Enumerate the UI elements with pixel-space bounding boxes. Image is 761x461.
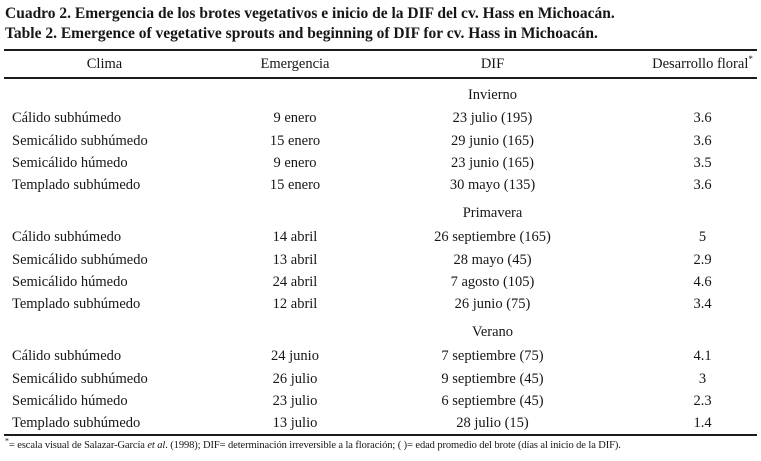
header-footnote-marker: *	[748, 53, 753, 64]
season-spacer-cell	[4, 316, 205, 346]
cell-emergencia: 15 enero	[269, 132, 321, 149]
footnote-text-2: . (1998); DIF= determinación irreversibl…	[165, 440, 621, 452]
cell-desarrollo-floral: 4.6	[693, 274, 712, 291]
column-header-emergencia: Emergencia	[205, 50, 385, 79]
footnote: *= escala visual de Salazar-García et al…	[5, 436, 757, 453]
cell-desarrollo-floral: 3.4	[693, 296, 712, 313]
cell-clima: Semicálido subhúmedo	[12, 370, 148, 387]
table-title-en: Table 2. Emergence of vegetative sprouts…	[5, 25, 598, 42]
cell-emergencia: 15 enero	[269, 177, 321, 194]
table-row: Semicálido subhúmedo 26 julio 9 septiembre…	[4, 368, 757, 390]
footnote-citation-italic: et al	[147, 440, 166, 452]
cell-dif: 7 agosto (105)	[450, 274, 535, 291]
cell-clima: Semicálido subhúmedo	[12, 132, 148, 149]
table-row: Semicálido subhúmedo 15 enero 29 junio (16…	[4, 130, 757, 152]
season-label: Invierno	[467, 86, 518, 103]
cell-dif: 9 septiembre (45)	[441, 370, 544, 387]
table-row: Semicálido húmedo 9 enero 23 junio (165) 3.…	[4, 152, 757, 174]
table-row: Cálido subhúmedo 24 junio 7 septiembre (75…	[4, 346, 757, 368]
cell-clima: Semicálido subhúmedo	[12, 251, 148, 268]
season-spacer-cell	[600, 316, 757, 346]
cell-clima: Cálido subhúmedo	[12, 110, 122, 127]
cell-dif: 29 junio (165)	[451, 132, 534, 149]
cell-emergencia: 13 abril	[272, 251, 318, 268]
cell-desarrollo-floral: 5	[698, 229, 707, 246]
cell-clima: Templado subhúmedo	[12, 414, 141, 431]
cell-desarrollo-floral: 3	[698, 370, 707, 387]
season-spacer-cell	[205, 78, 385, 108]
season-spacer-cell	[600, 78, 757, 108]
table-header: Clima Emergencia DIF Desarrollo floral*	[4, 50, 757, 79]
table-title-es: Cuadro 2. Emergencia de los brotes veget…	[5, 5, 615, 22]
column-header-label: Desarrollo floral	[652, 55, 749, 72]
footnote-marker: *	[5, 436, 9, 446]
cell-dif: 28 mayo (45)	[453, 251, 532, 268]
table-row: Templado subhúmedo 12 abril 26 junio (75) 3…	[4, 294, 757, 316]
season-spacer-cell	[4, 197, 205, 227]
cell-dif: 26 junio (75)	[454, 296, 531, 313]
cell-desarrollo-floral: 3.6	[693, 110, 712, 127]
cell-emergencia: 9 enero	[273, 110, 317, 127]
cell-desarrollo-floral: 3.6	[693, 132, 712, 149]
cell-emergencia: 24 junio	[271, 348, 319, 365]
column-header-clima: Clima	[4, 50, 205, 79]
cell-clima: Templado subhúmedo	[12, 296, 141, 313]
footnote-text-1: = escala visual de Salazar-García	[8, 440, 148, 452]
cell-emergencia: 26 julio	[272, 370, 318, 387]
cell-clima: Templado subhúmedo	[12, 177, 141, 194]
table-caption: Cuadro 2. Emergencia de los brotes veget…	[0, 0, 761, 44]
cell-desarrollo-floral: 2.9	[693, 251, 712, 268]
table-row: Cálido subhúmedo 9 enero 23 julio (195) 3.6	[4, 108, 757, 130]
cell-clima: Semicálido húmedo	[12, 154, 128, 171]
cell-emergencia: 9 enero	[273, 154, 317, 171]
cell-desarrollo-floral: 3.6	[693, 177, 712, 194]
cell-dif: 23 julio (195)	[452, 110, 533, 127]
season-spacer-cell	[205, 316, 385, 346]
season-row-invierno: Invierno	[4, 78, 757, 108]
column-header-dif: DIF	[385, 50, 600, 79]
season-spacer-cell	[600, 197, 757, 227]
table-body: Invierno Cálido subhúmedo 9 enero 23 julio …	[4, 78, 757, 435]
column-header-desarrollo-floral: Desarrollo floral*	[600, 50, 757, 79]
cell-emergencia: 12 abril	[272, 296, 318, 313]
cell-clima: Semicálido húmedo	[12, 274, 128, 291]
cell-dif: 30 mayo (135)	[449, 177, 536, 194]
table-row: Semicálido húmedo 24 abril 7 agosto (105) 4…	[4, 271, 757, 293]
cell-dif: 7 septiembre (75)	[441, 348, 544, 365]
table-row: Cálido subhúmedo 14 abril 26 septiembre (1…	[4, 227, 757, 249]
cell-emergencia: 13 julio	[272, 414, 318, 431]
cell-clima: Cálido subhúmedo	[12, 229, 122, 246]
table-row: Templado subhúmedo 15 enero 30 mayo (135) 3…	[4, 175, 757, 197]
data-table: Clima Emergencia DIF Desarrollo floral* …	[4, 49, 757, 437]
table-row: Semicálido húmedo 23 julio 6 septiembre (4…	[4, 390, 757, 412]
cell-emergencia: 23 julio	[272, 393, 318, 410]
cell-desarrollo-floral: 3.5	[693, 154, 712, 171]
season-row-verano: Verano	[4, 316, 757, 346]
cell-desarrollo-floral: 2.3	[693, 393, 712, 410]
season-row-primavera: Primavera	[4, 197, 757, 227]
cell-clima: Cálido subhúmedo	[12, 348, 122, 365]
season-spacer-cell	[4, 78, 205, 108]
cell-emergencia: 24 abril	[272, 274, 318, 291]
header-row: Clima Emergencia DIF Desarrollo floral*	[4, 50, 757, 79]
cell-emergencia: 14 abril	[272, 229, 318, 246]
season-spacer-cell	[205, 197, 385, 227]
season-label: Primavera	[462, 205, 523, 222]
cell-dif: 26 septiembre (165)	[434, 229, 551, 246]
table-row: Templado subhúmedo 13 julio 28 julio (15) 1…	[4, 413, 757, 435]
cell-dif: 6 septiembre (45)	[441, 393, 544, 410]
table-row: Semicálido subhúmedo 13 abril 28 mayo (45)…	[4, 249, 757, 271]
cell-dif: 23 junio (165)	[451, 154, 534, 171]
cell-clima: Semicálido húmedo	[12, 393, 128, 410]
season-label: Verano	[471, 324, 514, 341]
cell-desarrollo-floral: 4.1	[693, 348, 712, 365]
cell-dif: 28 julio (15)	[456, 414, 529, 431]
cell-desarrollo-floral: 1.4	[693, 414, 712, 431]
